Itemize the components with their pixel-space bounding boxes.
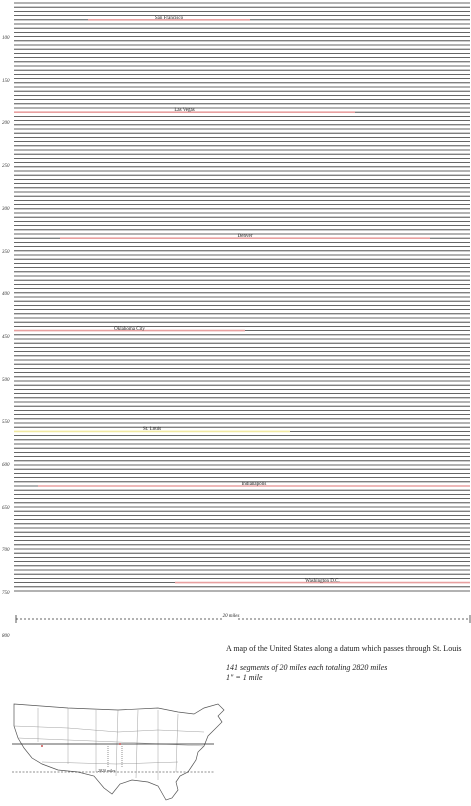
us-outline-map — [12, 703, 225, 801]
city-label: St. Louis — [142, 427, 162, 433]
mile-marker: 650 — [2, 505, 10, 511]
city-label: Indianapolis — [241, 482, 267, 487]
mile-marker: 600 — [2, 463, 10, 468]
mile-marker: 150 — [2, 78, 10, 84]
description-segments: 141 segments of 20 miles each totaling 2… — [226, 663, 388, 672]
mile-marker: 800 — [2, 633, 10, 639]
mile-marker: 550 — [2, 420, 10, 426]
inset-distance-label: 2820 miles — [98, 768, 116, 773]
mile-marker: 500 — [2, 377, 10, 383]
mile-marker: 750 — [2, 591, 10, 597]
city-label: Las Vegas — [174, 108, 195, 114]
mile-marker: 100 — [2, 36, 10, 41]
mile-marker: 200 — [2, 121, 10, 127]
description-title: A map of the United States along a datum… — [226, 644, 462, 653]
city-label: Denver — [237, 234, 253, 240]
scale-label: 20 miles — [222, 614, 240, 619]
datum-lines — [14, 2, 470, 592]
mile-marker: 400 — [2, 292, 10, 298]
mile-marker: 300 — [2, 206, 10, 212]
mile-marker: 450 — [2, 334, 10, 340]
city-label: Oklahoma City — [114, 326, 145, 332]
mile-marker: 250 — [2, 164, 10, 170]
city-label: Washington D.C. — [305, 578, 340, 584]
mile-marker: 350 — [2, 249, 10, 255]
description-scale: 1" = 1 mile — [226, 673, 263, 682]
mile-marker: 700 — [2, 548, 10, 554]
city-label: San Francisco — [154, 15, 184, 21]
